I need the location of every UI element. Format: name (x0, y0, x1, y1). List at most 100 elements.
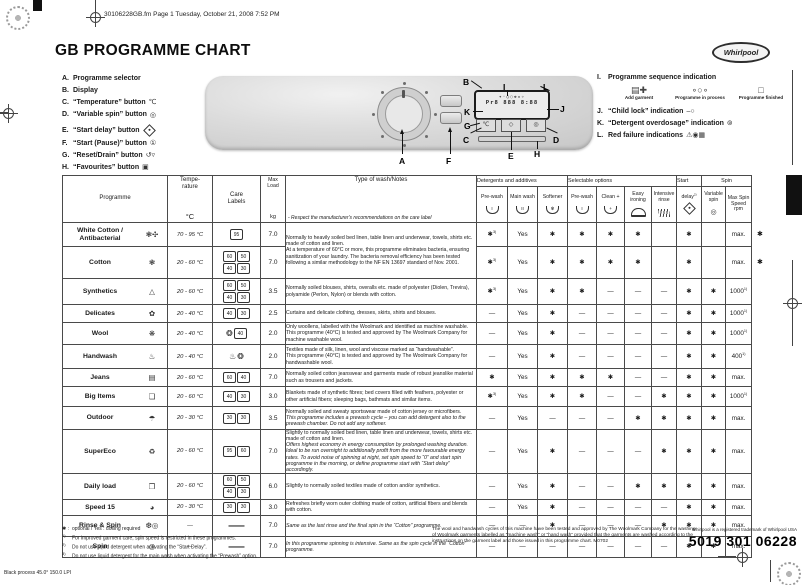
option-value-cell: ✱ (567, 368, 598, 387)
option-value-cell: Yes (507, 472, 538, 500)
option-value-cell: — (596, 429, 626, 474)
cell-value: — (578, 414, 586, 422)
cell-value: — (488, 310, 496, 317)
cell-value: — (488, 330, 496, 337)
care-label: 30 (237, 263, 250, 274)
cell-value: ✱ (686, 482, 692, 490)
notes-cell: Refreshes briefly worn outer clothing ma… (285, 498, 477, 516)
cell-value: Yes (517, 288, 528, 295)
cell-value: max. (731, 414, 746, 422)
programme-cell: Daily load ❒ (62, 472, 168, 500)
cell-value: ✱ (607, 259, 614, 266)
footnote-line: ✱ : optional / Yes : dosing required (62, 526, 141, 532)
notes-text: This programme (40°C) is tested and appr… (286, 330, 468, 343)
programme-cell-inner: Daily load ❒ (64, 482, 167, 491)
temp-unit: °C (185, 212, 195, 221)
callout-line-I (507, 90, 508, 96)
fav-icon: ▣ (142, 164, 149, 172)
option-icon-wrap: I (569, 203, 596, 214)
spiral-icon: ◎ (149, 111, 157, 119)
load-lines: Max Load (267, 177, 279, 189)
option-value-cell: — (476, 406, 508, 430)
knob-pointer (402, 90, 405, 98)
option-value-cell: ✱ (596, 222, 626, 247)
cell-value: — (607, 522, 614, 530)
option-value-cell: — (567, 472, 598, 500)
option-value-cell: ✱ (567, 386, 598, 407)
care-label: 60 (223, 372, 236, 383)
cell-value: ✱ (607, 231, 614, 238)
option-value-cell (651, 246, 678, 279)
care-labels-wrap: 60 40 (214, 371, 260, 384)
notes-cell: In this programme spinning is intensive.… (285, 535, 477, 558)
legend-key: I. (597, 73, 601, 81)
care-label: 60 (223, 474, 236, 486)
cell-value: ✱ (635, 231, 641, 238)
option-column-label: Pre-wash (478, 194, 507, 201)
knob-inner (385, 95, 423, 133)
cell-value: — (660, 503, 668, 511)
care-labels-wrap: — (214, 516, 260, 535)
care-label: 30 (237, 292, 250, 303)
registration-ball-bottom-right (777, 562, 801, 585)
cell-value: ✱ (710, 414, 717, 422)
option-value-cell: Yes (507, 406, 538, 430)
cell-value: — (578, 522, 586, 530)
crop-line (792, 308, 793, 346)
care-label: 40 (223, 292, 236, 303)
temperature-cell: 20 - 40 °C (167, 322, 213, 345)
cell-value: ✱3) (487, 257, 497, 266)
option-value-cell: Yes (507, 222, 538, 247)
programme-cell: Speed 15 ◕ (62, 498, 168, 516)
cell-value: ✱ (710, 330, 717, 337)
spiral-icon: ◎ (710, 208, 717, 216)
option-value-cell: ✱3) (476, 222, 508, 247)
temperature-cell: 20 - 60 °C (167, 472, 213, 500)
programme-cell-inner: Rinse & Spin ❆◎ (64, 521, 167, 530)
programme-icon: ✿ (148, 309, 156, 318)
temperature-cell: 70 - 95 °C (167, 222, 213, 247)
favourites-bar-drawing (478, 136, 546, 142)
option-value-cell: ✱ (676, 498, 703, 516)
programme-name: Wool (91, 329, 109, 337)
cup1-icon: I (575, 205, 589, 214)
cell-value: — (634, 374, 642, 381)
option-value-cell: — (476, 429, 508, 474)
notes-cell: Blankets made of synthetic fibres; bed c… (285, 386, 477, 407)
care-label: 30 (237, 412, 250, 424)
header-programme: Programme (62, 175, 168, 223)
programme-name: White Cotton / Antibacterial (76, 227, 124, 242)
cell-value: ✱ (549, 393, 556, 400)
legend-key: L. (597, 131, 604, 139)
option-value-cell: max. (725, 498, 753, 516)
cell-value: max. (731, 522, 746, 530)
option-column-header: Softener ✻ (536, 186, 569, 223)
cell-value: Yes (517, 374, 528, 381)
option-value-cell: ✱ (536, 386, 569, 407)
option-value-cell: — (651, 535, 678, 558)
programme-row: Synthetics △ 20 - 60 °C 60 50 40 30 3.5 Normally… (62, 278, 753, 305)
cell-value: — (549, 414, 556, 422)
woolmark-note: The wool and handwash cycles of this mac… (432, 527, 696, 544)
option-value-cell: max. (725, 406, 753, 430)
cell-value: — (660, 288, 668, 295)
registration-mark (86, 8, 105, 27)
load-line1: Max (268, 177, 278, 183)
legend-key: E. (62, 127, 69, 135)
legend-item: C. “Temperature” button ℃ (62, 96, 212, 108)
option-icon-wrap: + (598, 203, 624, 214)
cell-value: — (488, 482, 496, 490)
programme-cell-inner: Jeans ▤ (64, 373, 167, 382)
max-load-cell: 3.5 (260, 406, 286, 430)
care-labels-wrap: 60 50 40 30 (214, 250, 260, 275)
care-labels-wrap: 30 30 (214, 501, 260, 514)
legend-key: J. (597, 107, 603, 115)
callout-arrow-F (448, 127, 452, 132)
cell-value: 10001) (729, 308, 748, 317)
cell-value: Softener (542, 194, 563, 201)
cell-value: ✱ (710, 447, 717, 455)
programme-name: Jeans (90, 373, 110, 381)
option-value-cell: — (624, 386, 653, 407)
care-labels-cell: 60 40 (212, 368, 261, 387)
option-value-cell: ✱ (701, 278, 727, 305)
